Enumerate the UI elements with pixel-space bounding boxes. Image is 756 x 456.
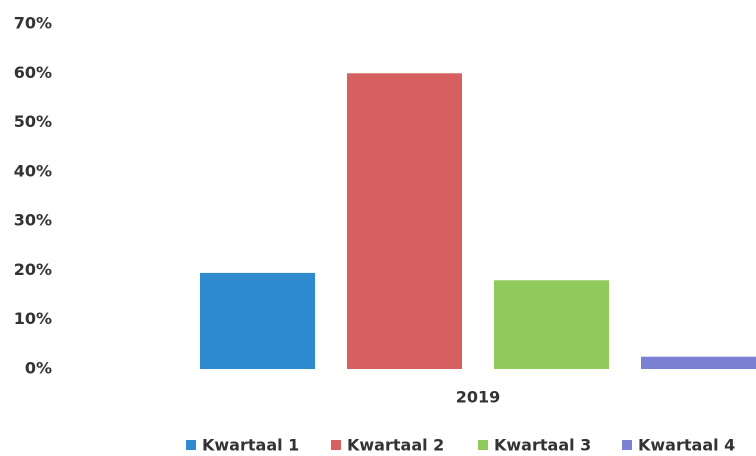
bar (347, 73, 462, 370)
y-tick-label: 50% (14, 112, 52, 131)
legend-label: Kwartaal 2 (347, 436, 444, 455)
legend-label: Kwartaal 1 (202, 436, 299, 455)
bar (641, 356, 756, 369)
y-tick-label: 70% (14, 14, 52, 33)
legend-swatch (622, 440, 632, 450)
y-tick-label: 30% (14, 211, 52, 230)
legend-label: Kwartaal 3 (494, 436, 591, 455)
legend-swatch (186, 440, 196, 450)
y-tick-label: 20% (14, 260, 52, 279)
y-tick-label: 60% (14, 63, 52, 82)
bar (200, 272, 315, 369)
legend-swatch (331, 440, 341, 450)
legend-swatch (478, 440, 488, 450)
bar (494, 280, 609, 369)
y-tick-label: 0% (25, 359, 52, 378)
legend-label: Kwartaal 4 (638, 436, 735, 455)
y-tick-label: 10% (14, 309, 52, 328)
x-tick-label: 2019 (456, 388, 501, 407)
y-tick-label: 40% (14, 161, 52, 180)
